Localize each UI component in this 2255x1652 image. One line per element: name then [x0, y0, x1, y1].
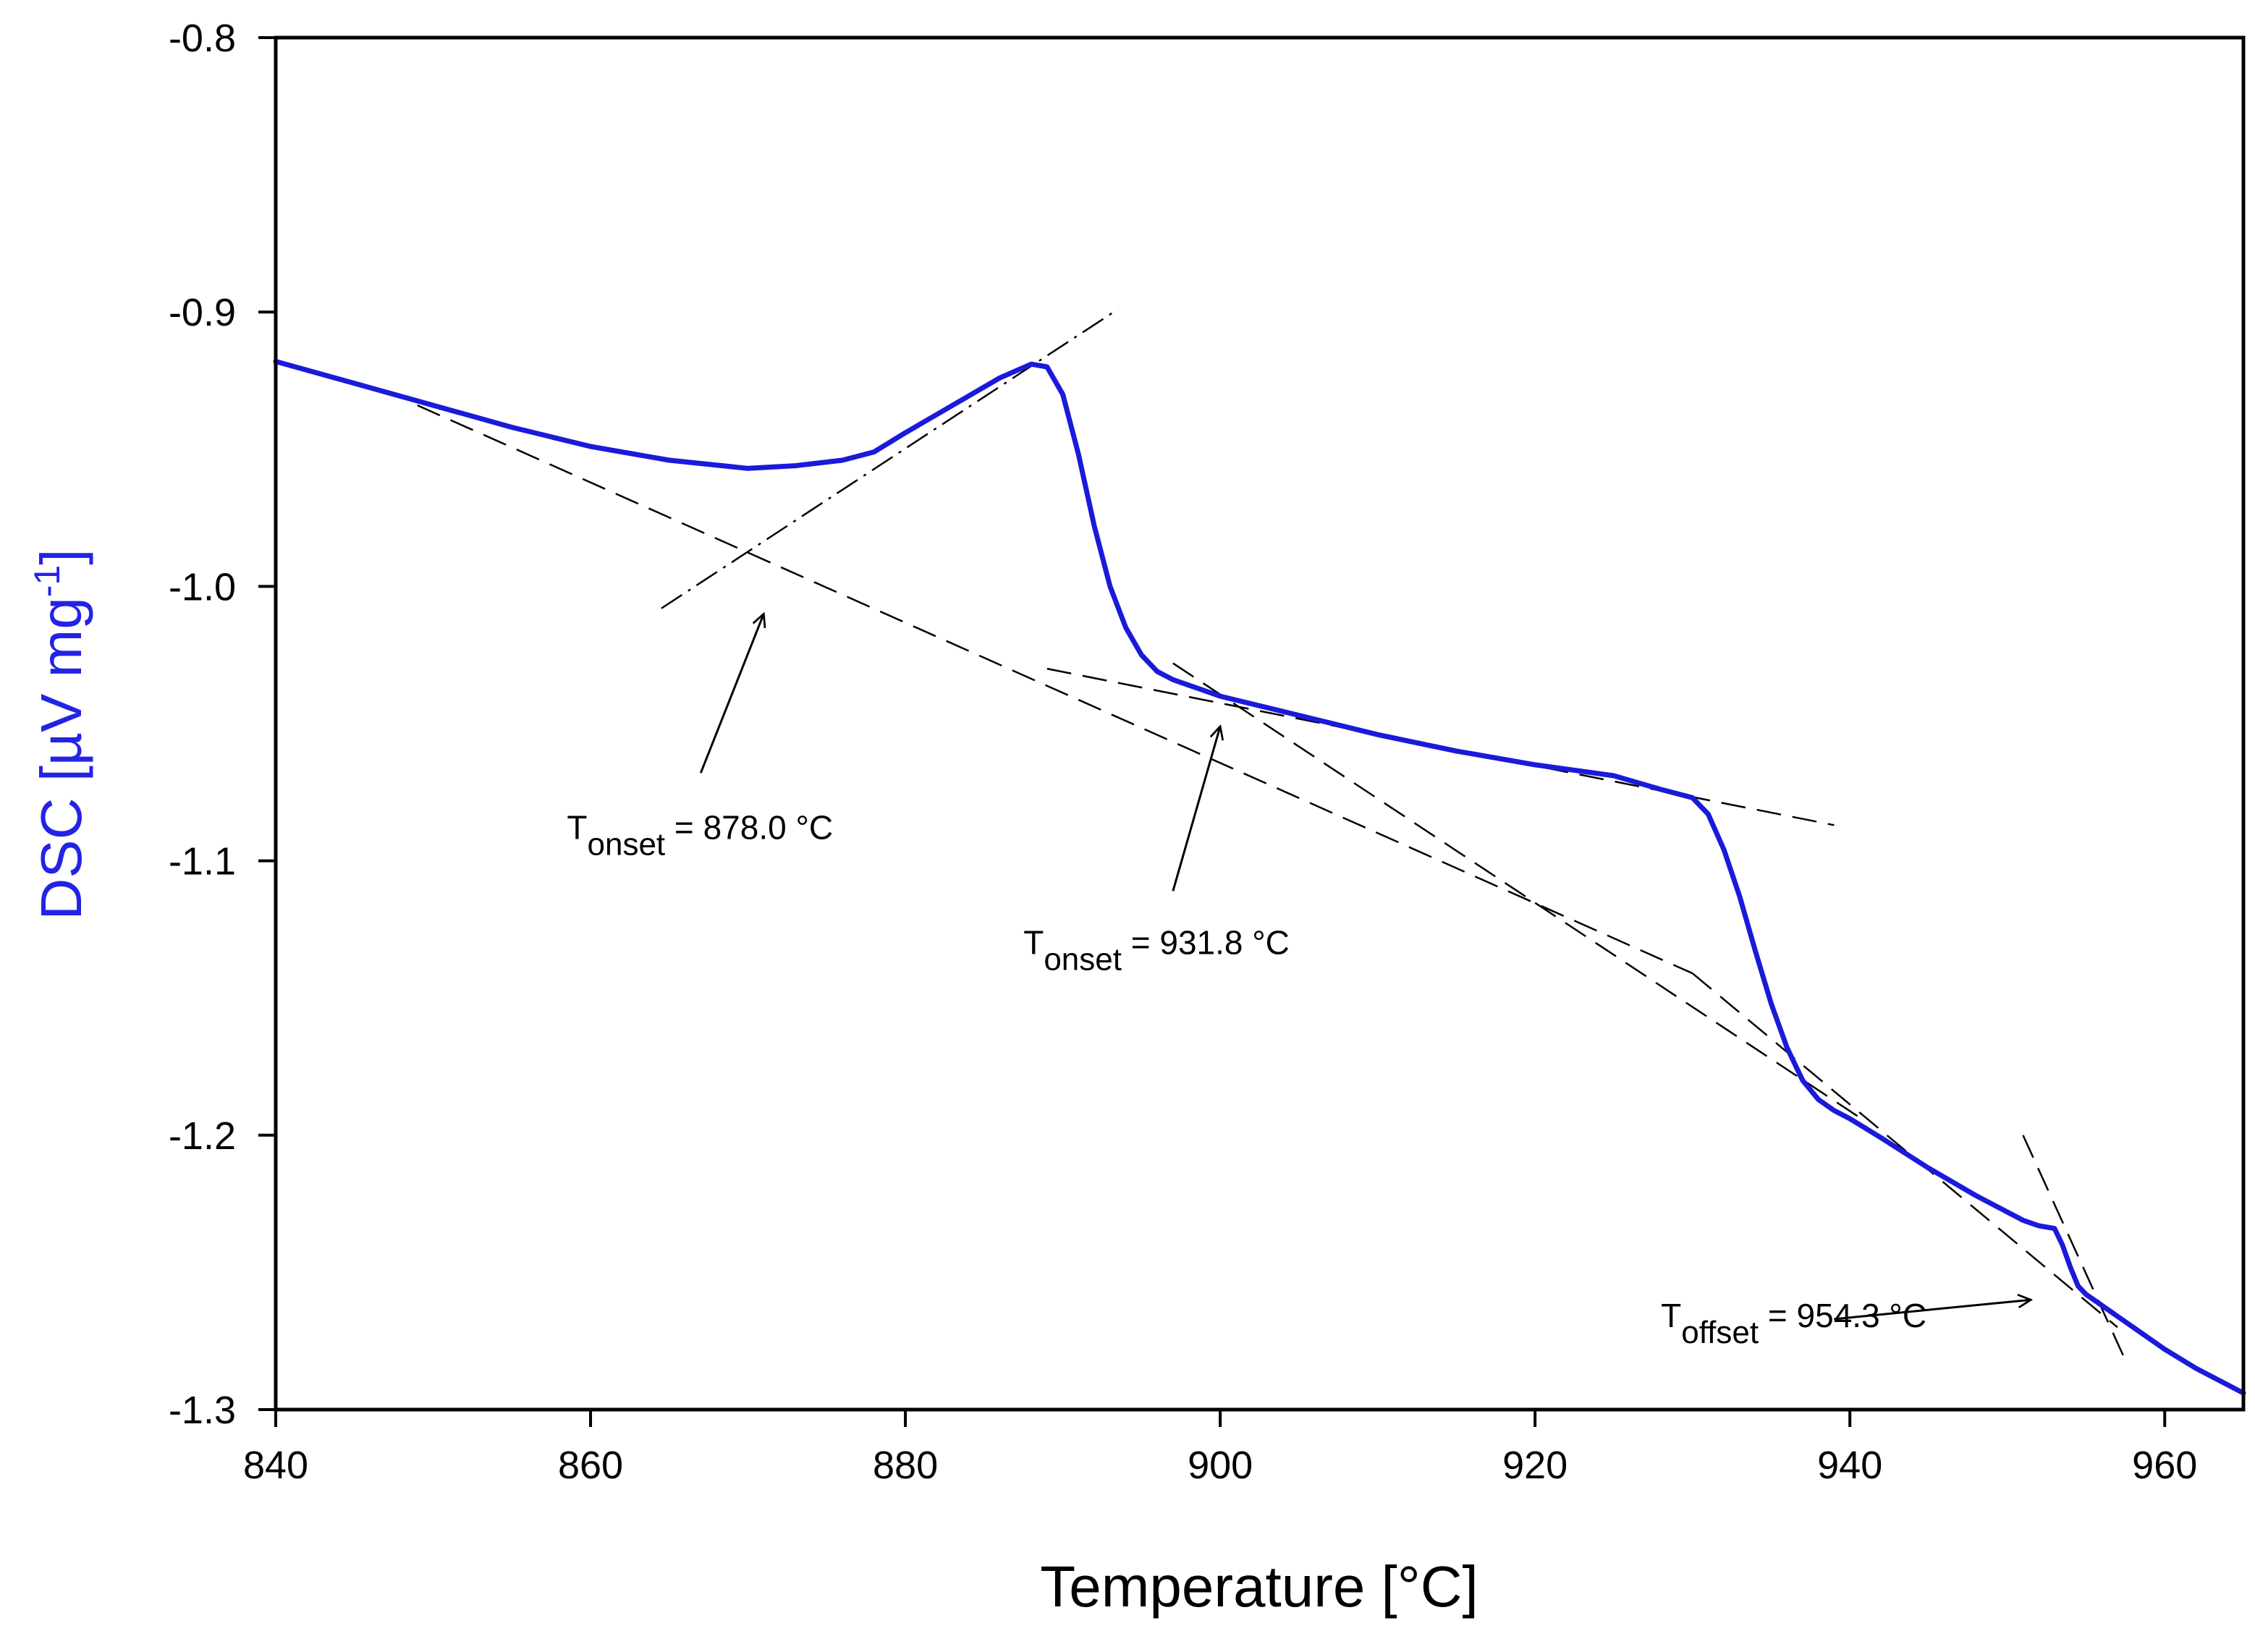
label-value: = 931.8 °C	[1122, 924, 1290, 962]
axis-ticks: 840 860 880 900 920 940 960 -0.8 -0.9 -1.0 -1.1 -1.…	[169, 17, 2197, 1487]
arrow-offset-3	[1834, 1300, 2031, 1321]
arrow-onset-1	[699, 614, 763, 774]
y-axis-title-sup: -1	[27, 565, 67, 597]
x-tick-label: 900	[1188, 1444, 1253, 1487]
y-tick-label: -0.8	[169, 17, 236, 60]
data-series	[273, 359, 2246, 1396]
y-tick-label: -1.2	[169, 1114, 236, 1158]
y-axis-title: DSC [µV mg-1]	[27, 549, 93, 920]
y-tick-label: -0.9	[169, 291, 236, 334]
y-axis-title-main: DSC [µV mg	[29, 597, 93, 920]
x-tick-label: 960	[2132, 1444, 2197, 1487]
y-tick-label: -1.1	[169, 840, 236, 884]
label-value: = 878.0 °C	[665, 808, 833, 846]
y-tick-label: -1.0	[169, 565, 236, 609]
series-dsc	[273, 359, 2246, 1396]
x-tick-label: 880	[873, 1444, 938, 1487]
label-symbol: T	[1661, 1297, 1681, 1334]
plot-frame	[274, 35, 2246, 1412]
label-subscript: onset	[588, 826, 666, 862]
y-tick-label: -1.3	[169, 1389, 236, 1432]
tangent-trailing-edge-3	[2022, 1135, 2126, 1361]
label-onset-2: Tonset = 931.8 °C	[1023, 924, 1290, 978]
x-axis-title: Temperature [°C]	[1040, 1554, 1478, 1619]
x-tick-label: 920	[1502, 1444, 1568, 1487]
tangent-leading-edge-1	[661, 308, 1119, 609]
label-subscript: onset	[1044, 942, 1122, 978]
label-value: = 954.3 °C	[1759, 1297, 1926, 1334]
arrow-onset-2	[1172, 727, 1220, 891]
x-tick-label: 860	[558, 1444, 623, 1487]
label-symbol: T	[1023, 924, 1044, 962]
label-subscript: offset	[1681, 1315, 1759, 1350]
label-symbol: T	[567, 808, 587, 846]
x-tick-label: 940	[1817, 1444, 1882, 1487]
x-tick-label: 840	[243, 1444, 308, 1487]
tangent-baseline-1	[417, 404, 1693, 975]
tangent-leading-edge-2	[1172, 662, 1866, 1122]
label-offset-3: Toffset = 954.3 °C	[1661, 1297, 1926, 1350]
y-axis-title-end: ]	[29, 549, 93, 565]
label-onset-1: Tonset = 878.0 °C	[567, 808, 833, 862]
